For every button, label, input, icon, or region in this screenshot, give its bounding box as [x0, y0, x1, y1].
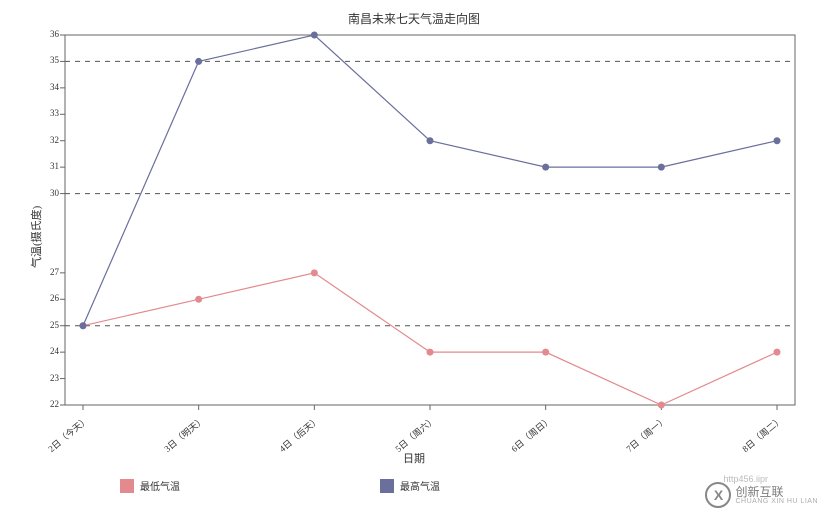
series-marker-0: [311, 269, 318, 276]
chart-svg: [65, 35, 795, 405]
series-marker-0: [195, 296, 202, 303]
y-tick-label: 31: [35, 161, 59, 171]
watermark: X 创新互联 CHUANG XIN HU LIAN: [705, 482, 818, 508]
series-marker-0: [427, 349, 434, 356]
series-marker-1: [427, 137, 434, 144]
y-axis-label: 气温(摄氏度): [28, 168, 44, 268]
chart-container: 南昌未来七天气温走向图 气温(摄氏度) 2日（今天）3日（明天）4日（后天）5日…: [0, 0, 828, 514]
series-marker-1: [195, 58, 202, 65]
series-marker-0: [774, 349, 781, 356]
watermark-logo-icon: X: [705, 482, 731, 508]
y-tick-label: 34: [35, 82, 59, 92]
watermark-cn: 创新互联: [735, 486, 818, 498]
series-marker-1: [542, 164, 549, 171]
x-axis-label: 日期: [0, 450, 828, 466]
y-tick-label: 25: [35, 320, 59, 330]
y-tick-label: 26: [35, 293, 59, 303]
legend-swatch-high: [380, 479, 394, 493]
y-tick-label: 32: [35, 135, 59, 145]
watermark-text: 创新互联 CHUANG XIN HU LIAN: [735, 486, 818, 505]
watermark-en: CHUANG XIN HU LIAN: [735, 498, 818, 505]
series-marker-0: [542, 349, 549, 356]
series-marker-1: [658, 164, 665, 171]
series-marker-1: [80, 322, 87, 329]
legend-label-high: 最高气温: [400, 478, 440, 493]
y-tick-label: 33: [35, 108, 59, 118]
legend-item-low: 最低气温: [120, 478, 180, 493]
series-marker-1: [774, 137, 781, 144]
y-tick-label: 27: [35, 267, 59, 277]
series-marker-1: [311, 32, 318, 39]
y-tick-label: 36: [35, 29, 59, 39]
legend-swatch-low: [120, 479, 134, 493]
y-tick-label: 22: [35, 399, 59, 409]
chart-title: 南昌未来七天气温走向图: [0, 10, 828, 27]
legend-label-low: 最低气温: [140, 478, 180, 493]
legend: 最低气温 最高气温: [120, 478, 440, 493]
plot-area: 2日（今天）3日（明天）4日（后天）5日（周六）6日（周日）7日（周一）8日（周…: [65, 35, 795, 405]
legend-item-high: 最高气温: [380, 478, 440, 493]
y-tick-label: 23: [35, 373, 59, 383]
y-tick-label: 24: [35, 346, 59, 356]
y-tick-label: 35: [35, 55, 59, 65]
series-marker-0: [658, 402, 665, 409]
y-tick-label: 30: [35, 188, 59, 198]
